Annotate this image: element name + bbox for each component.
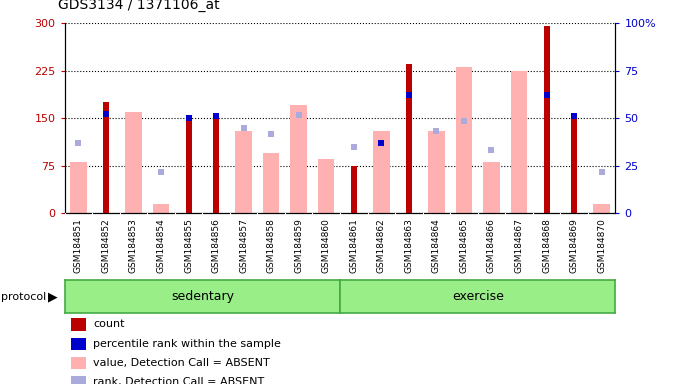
Bar [103,102,109,213]
Text: GSM184869: GSM184869 [570,218,579,273]
Text: GSM184851: GSM184851 [74,218,83,273]
Text: GSM184860: GSM184860 [322,218,330,273]
Text: GSM184865: GSM184865 [460,218,469,273]
Bar [235,131,252,213]
Bar [456,68,472,213]
Text: ▶: ▶ [48,290,57,303]
Bar [351,166,357,213]
Text: count: count [93,319,124,329]
Text: GSM184855: GSM184855 [184,218,193,273]
Text: protocol: protocol [1,291,47,302]
Text: GSM184867: GSM184867 [515,218,524,273]
Text: GSM184870: GSM184870 [597,218,606,273]
Bar [373,131,390,213]
Text: exercise: exercise [452,290,504,303]
Text: percentile rank within the sample: percentile rank within the sample [93,339,281,349]
Bar [428,131,445,213]
Text: sedentary: sedentary [171,290,234,303]
Bar [511,71,527,213]
Bar [263,153,279,213]
Bar [571,115,577,213]
Text: GSM184868: GSM184868 [542,218,551,273]
Text: GSM184859: GSM184859 [294,218,303,273]
Text: GSM184862: GSM184862 [377,218,386,273]
Bar [290,106,307,213]
Bar [213,118,219,213]
Bar [406,64,412,213]
Text: GSM184857: GSM184857 [239,218,248,273]
Text: rank, Detection Call = ABSENT: rank, Detection Call = ABSENT [93,377,265,384]
Text: GSM184863: GSM184863 [405,218,413,273]
Text: GSM184864: GSM184864 [432,218,441,273]
Bar [318,159,335,213]
Text: GSM184861: GSM184861 [350,218,358,273]
Bar [543,26,549,213]
Bar [125,112,141,213]
Bar [153,204,169,213]
Text: GSM184866: GSM184866 [487,218,496,273]
Text: GSM184852: GSM184852 [101,218,110,273]
Bar [186,119,192,213]
Bar [483,162,500,213]
Text: GSM184856: GSM184856 [211,218,220,273]
Text: GSM184858: GSM184858 [267,218,275,273]
Text: GSM184853: GSM184853 [129,218,138,273]
Text: GDS3134 / 1371106_at: GDS3134 / 1371106_at [58,0,220,12]
Bar [594,204,610,213]
Text: value, Detection Call = ABSENT: value, Detection Call = ABSENT [93,358,270,368]
Bar [70,162,86,213]
Text: GSM184854: GSM184854 [156,218,165,273]
